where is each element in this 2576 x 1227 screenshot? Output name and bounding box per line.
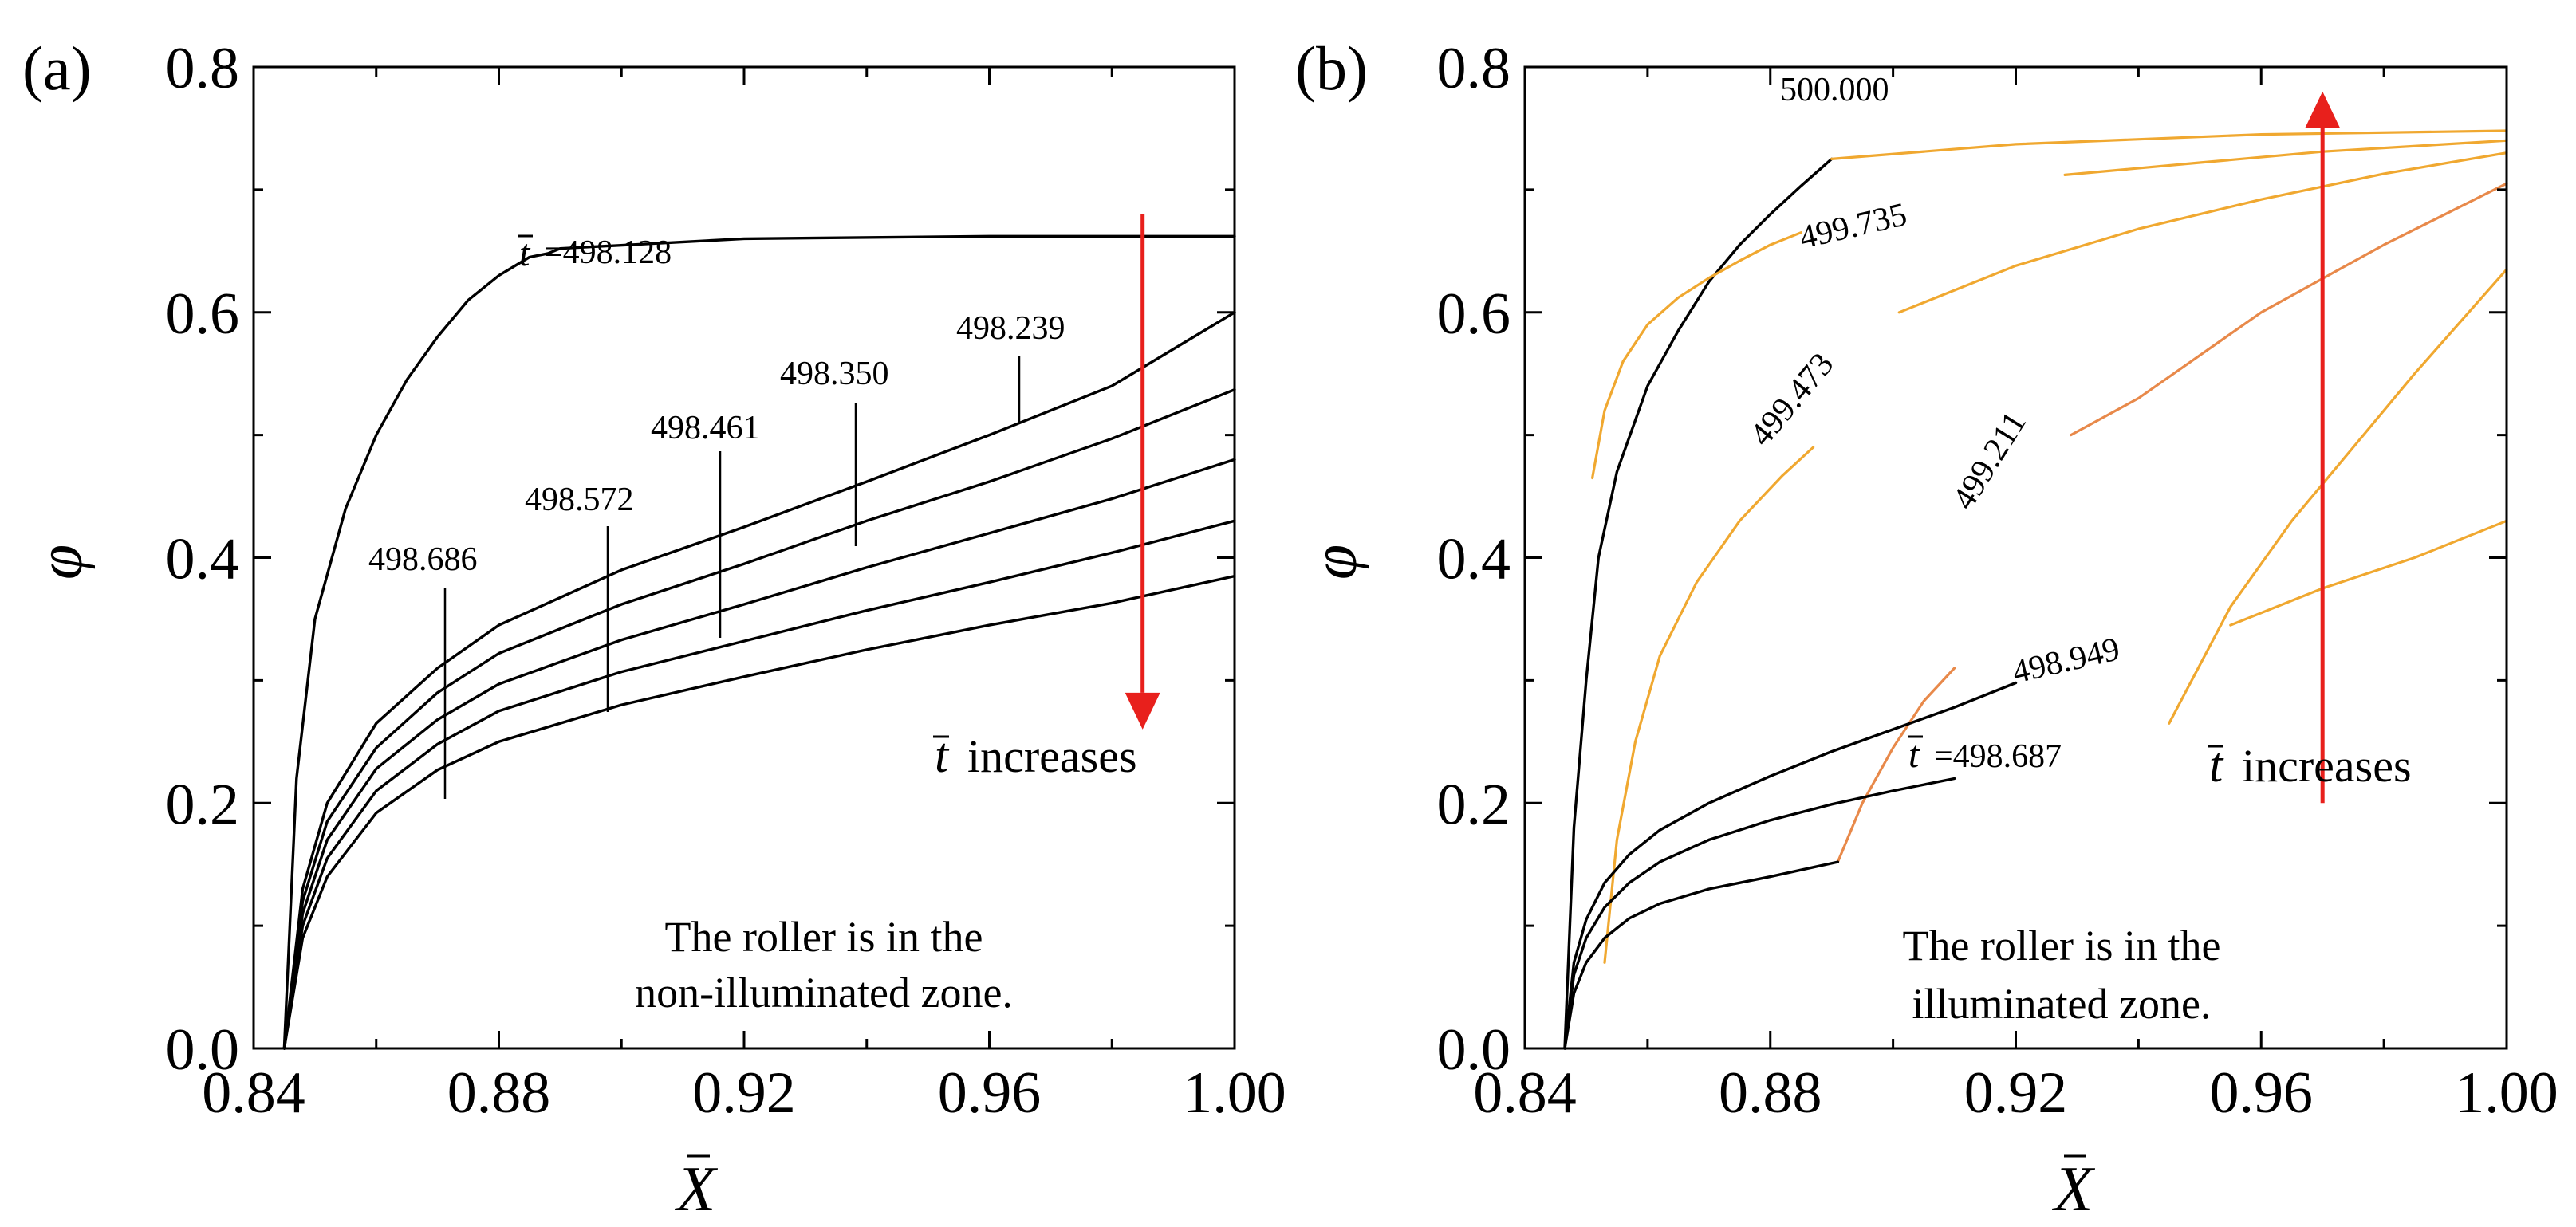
series-line-b-499211 <box>1836 667 1956 863</box>
panel-b-axes: 0.84 0.88 0.92 0.96 1.00 0.0 0.2 0.4 0.6 0.8 <box>1437 36 2558 1126</box>
label-499735: 499.735 <box>1796 196 1910 257</box>
label-499473: 499.473 <box>1743 346 1841 453</box>
label-498350: 498.350 <box>780 356 889 392</box>
arrow-label-text: increases <box>967 730 1137 782</box>
y-tick-label: 0.2 <box>1437 772 1511 837</box>
x-tick-label: 0.88 <box>1719 1060 1822 1126</box>
arrow-label-text: increases <box>2242 740 2412 792</box>
y-tick-label: 0.4 <box>166 527 240 592</box>
arrow-head <box>2305 91 2341 128</box>
series-line-a-498686 <box>282 574 1236 1050</box>
x-tick-label: 0.96 <box>938 1060 1042 1126</box>
panel-b-curves <box>1563 129 2508 1050</box>
panel-a-label: (a) <box>22 33 92 103</box>
x-tick-label: 0.92 <box>692 1060 796 1126</box>
label-498239: 498.239 <box>956 310 1065 347</box>
panel-a-xlabel: X <box>675 1154 719 1225</box>
label-500000: 500.000 <box>1780 72 1889 108</box>
series-line-b-498687 <box>1563 777 1956 1050</box>
x-tick-label: 0.96 <box>2210 1060 2314 1126</box>
panel-b: (b) 0.84 0.88 0.92 0.96 1.000.00.20.40.60.8 … <box>1295 33 2558 1225</box>
x-tick-label: 0.92 <box>1964 1060 2068 1126</box>
panel-b-label: (b) <box>1295 33 1368 103</box>
arrow-head <box>1125 692 1160 730</box>
ylabel: φ <box>26 545 96 580</box>
y-tick-label: 0.2 <box>166 772 240 837</box>
x-tick-label: 1.00 <box>2455 1060 2558 1126</box>
series-line-b-498425 <box>1563 860 1840 1050</box>
series-line-b-499735ext <box>2063 139 2508 176</box>
series-line-a-498461 <box>282 458 1236 1050</box>
y-tick-label: 0.8 <box>166 36 240 101</box>
xlabel: X <box>2052 1154 2096 1225</box>
x-tick-label: 1.00 <box>1183 1060 1286 1126</box>
series-line-b-499473 <box>1603 446 1815 964</box>
x-tick-label: 0.84 <box>202 1060 305 1126</box>
label-498128: t =498.128 <box>518 232 672 274</box>
panel-a-note-line-1: The roller is in the <box>665 913 983 961</box>
panel-a-arrow-label: t increases <box>933 729 1137 783</box>
panel-a-arrow <box>1125 214 1160 730</box>
t-symbol: t <box>1908 733 1920 776</box>
panel-b-note-line-2: illuminated zone. <box>1912 980 2212 1028</box>
panel-a: (a) 0.84 0.88 0.92 0.96 1.000.00.20.40.60.8 … <box>22 33 1286 1225</box>
xlabel: X <box>675 1154 719 1225</box>
series-line-b-499211ext <box>2070 182 2508 437</box>
label-498461: 498.461 <box>651 410 760 446</box>
label-498687-value: =498.687 <box>1934 738 2062 775</box>
panel-a-note-line-2: non-illuminated zone. <box>635 969 1013 1017</box>
panel-b-xlabel: X <box>2052 1154 2096 1225</box>
series-line-a-498239 <box>282 311 1236 1050</box>
series-line-a-498128 <box>282 234 1236 1050</box>
x-tick-label: 0.88 <box>447 1060 551 1126</box>
series-line-b-500000ext <box>1830 129 2508 160</box>
series-line-a-498350 <box>282 388 1236 1050</box>
series-line-b-498949 <box>1563 681 2018 1050</box>
panel-a-axes: 0.84 0.88 0.92 0.96 1.00 0.0 0.2 0.4 0.6 0.8 <box>166 36 1286 1126</box>
y-tick-label: 0.8 <box>1437 36 1511 101</box>
y-tick-label: 0.0 <box>1437 1017 1511 1083</box>
series-line-b-500000 <box>1563 157 1834 1050</box>
series-line-a-498572 <box>282 519 1236 1050</box>
label-498128-value: =498.128 <box>544 234 672 271</box>
label-498949: 498.949 <box>2009 631 2123 691</box>
panel-b-note-line-1: The roller is in the <box>1903 922 2221 969</box>
t-symbol: t <box>519 232 531 274</box>
series-line-b-499211side <box>2229 519 2508 627</box>
t-symbol: t <box>935 729 950 783</box>
series-line-b-499735 <box>1591 231 1802 480</box>
series-line-b-499473ext <box>1897 151 2508 314</box>
panel-a-curve-labels: 498.239 498.350 498.461 498.572 498.686 … <box>368 232 1065 799</box>
label-498572: 498.572 <box>525 482 634 518</box>
y-tick-label: 0.0 <box>166 1017 240 1083</box>
panel-a-curves <box>282 234 1236 1050</box>
label-498686: 498.686 <box>368 541 478 578</box>
y-tick-label: 0.6 <box>1437 281 1511 347</box>
panel-b-arrow <box>2305 91 2341 804</box>
label-498687: t =498.687 <box>1908 733 2062 776</box>
ylabel: φ <box>1300 545 1370 580</box>
panel-b-arrow-label: t increases <box>2208 738 2412 792</box>
label-499211: 499.211 <box>1945 405 2034 516</box>
panel-b-curve-labels: 500.000 499.735 499.473 499.211 498.949 … <box>1743 72 2123 776</box>
t-symbol: t <box>2209 738 2224 792</box>
series-line-b-499211upper <box>2168 268 2508 725</box>
y-tick-label: 0.6 <box>166 281 240 347</box>
x-tick-label: 0.84 <box>1473 1060 1577 1126</box>
y-tick-label: 0.4 <box>1437 527 1511 592</box>
